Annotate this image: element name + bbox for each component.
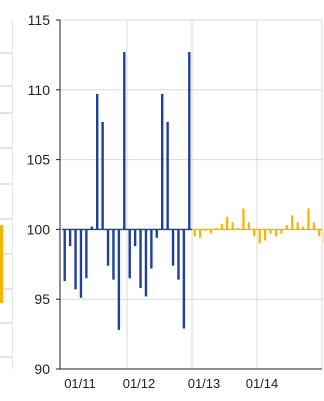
bar-yellow [318,229,321,237]
bar-yellow [258,229,261,244]
bar-yellow [247,222,250,230]
axes [56,19,322,370]
bar-yellow [242,208,245,230]
tick-labels: 90 95 100 105 110 115 01/11 01/12 01/13 01/14 [27,12,279,391]
bar-blue [161,93,164,230]
bar-blue [101,121,104,230]
bar-yellow [312,222,315,230]
bar-blue [133,229,137,247]
bar-blue [155,229,158,238]
bar-yellow [280,229,283,234]
y-tick-label: 100 [27,221,51,237]
bar-yellow [269,229,272,234]
bar-yellow [301,226,305,230]
bar-yellow [193,229,196,237]
bar-blue [171,229,175,266]
bar-blue [112,229,115,280]
bar-blue [90,226,93,230]
bar-blue [106,229,110,266]
bar-yellow [307,208,310,230]
bar-yellow [209,229,213,234]
y-tick-label: 110 [28,82,51,98]
bar-blue [182,229,186,329]
bar-blue [96,93,99,230]
bar-blue [177,229,180,280]
bar-yellow [231,222,234,230]
left-panel-bar [0,225,3,303]
bar-blue [74,229,77,290]
bar-yellow [285,225,288,230]
bar-yellow [253,229,256,237]
bar-blue [79,229,83,298]
bar-blue [63,229,66,282]
bars [62,52,324,330]
bar-yellow [226,216,229,230]
left-partial-panel [0,20,13,369]
bar-blue [85,229,88,279]
bar-blue [188,52,191,230]
y-tick-label: 90 [34,361,50,377]
x-tick-label: 01/12 [123,376,156,391]
x-tick-label: 01/13 [188,376,221,391]
y-tick-label: 95 [34,291,50,307]
bar-blue [166,121,169,230]
bar-blue [117,229,121,330]
bar-yellow [264,229,267,241]
bar-blue [139,229,142,289]
bar-yellow [274,229,278,237]
y-tick-label: 115 [28,12,51,28]
bar-blue [128,229,131,279]
bar-yellow [296,222,299,230]
bar-yellow [220,223,223,230]
bar-blue [123,52,126,230]
bar-blue [68,229,72,247]
x-tick-label: 01/11 [64,376,96,391]
bar-yellow [291,215,294,230]
bar-blue [150,229,153,269]
y-tick-label: 105 [27,152,51,168]
grid [60,19,323,370]
bar-blue [144,229,148,297]
bar-yellow [199,229,202,238]
x-tick-label: 01/14 [246,376,279,391]
